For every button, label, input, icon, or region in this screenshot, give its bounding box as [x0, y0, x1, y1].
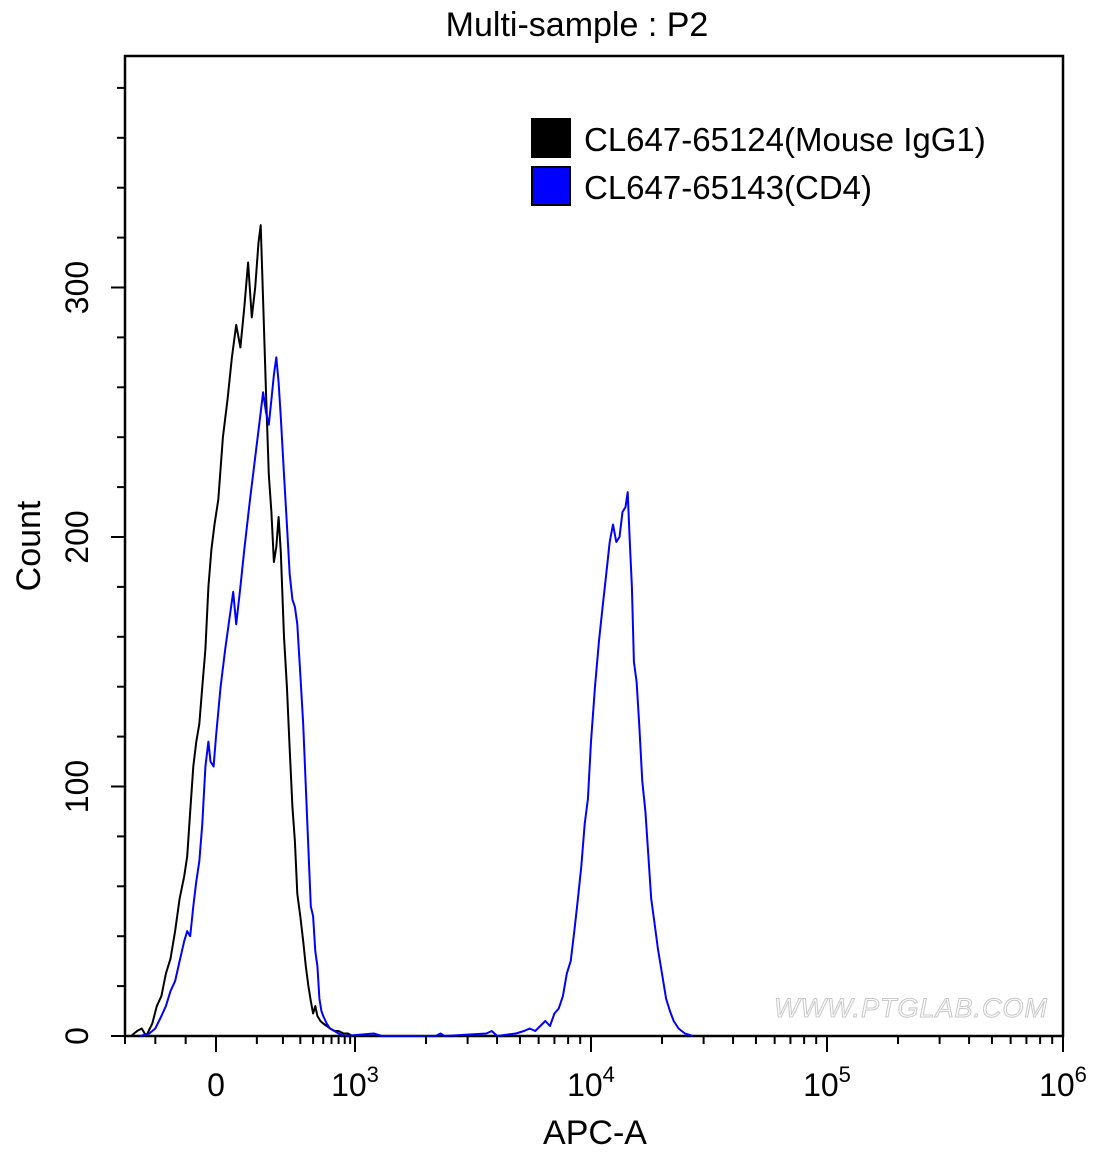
- x-axis-label: APC-A: [543, 1114, 647, 1152]
- plot-area: [123, 54, 1065, 1038]
- legend-swatch-2: [531, 166, 571, 206]
- y-tick-label: 300: [59, 261, 95, 314]
- y-axis: 0 100 200 300: [59, 86, 125, 1045]
- y-tick-label: 200: [59, 510, 95, 563]
- x-tick-label: 104: [567, 1062, 615, 1103]
- series-line-1: [130, 224, 354, 1037]
- series-layer: [130, 224, 694, 1037]
- chart-title: Multi-sample : P2: [446, 6, 709, 44]
- y-axis-label: Count: [10, 500, 48, 591]
- legend-label-2: CL647-65143(CD4): [584, 169, 872, 206]
- watermark: WWW.PTGLAB.COM: [774, 993, 1048, 1023]
- x-tick-label: 105: [803, 1062, 851, 1103]
- y-tick-label: 0: [59, 1027, 95, 1045]
- x-axis: 0 103 104 105 106: [124, 1036, 1087, 1103]
- legend-swatch-1: [531, 118, 571, 158]
- series-line-2: [139, 356, 694, 1037]
- y-tick-label: 100: [59, 760, 95, 813]
- x-tick-label: 106: [1039, 1062, 1087, 1103]
- legend-label-1: CL647-65124(Mouse IgG1): [584, 121, 986, 158]
- legend: CL647-65124(Mouse IgG1) CL647-65143(CD4): [531, 118, 986, 206]
- x-tick-label: 0: [207, 1067, 225, 1103]
- x-tick-label: 103: [331, 1062, 379, 1103]
